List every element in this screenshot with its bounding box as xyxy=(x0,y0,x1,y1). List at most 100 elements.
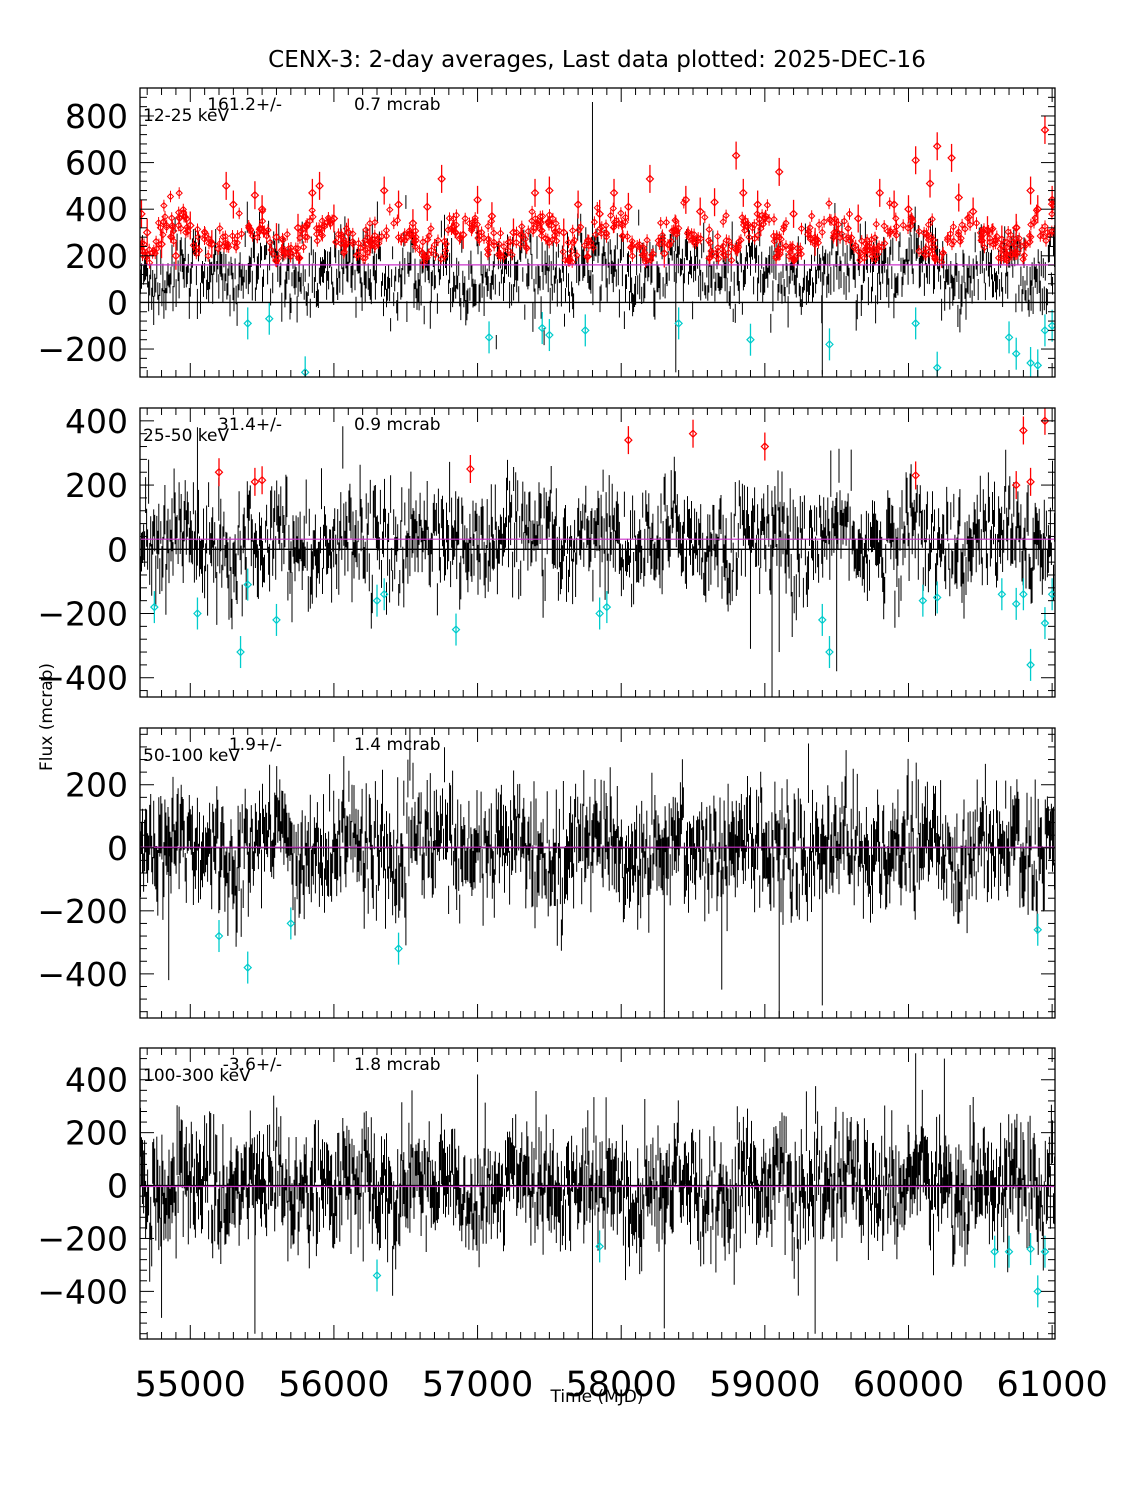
y-tick-label: 200 xyxy=(65,1114,128,1153)
high-point-26 xyxy=(509,218,518,247)
y-tick-label: 0 xyxy=(107,530,128,569)
high-point-7 xyxy=(760,432,770,461)
high-point-57 xyxy=(997,225,1007,254)
y-tick-label: 800 xyxy=(65,97,128,136)
low-point-1 xyxy=(243,307,253,340)
high-point-1 xyxy=(140,199,146,228)
low-point-13 xyxy=(918,584,928,617)
high-point-37 xyxy=(695,197,705,226)
high-point-6 xyxy=(688,419,698,448)
low-point-9 xyxy=(746,323,755,356)
low-point-1 xyxy=(150,591,159,624)
low-point-5 xyxy=(1026,1233,1035,1266)
mean-value: 31.4+/- xyxy=(218,415,282,435)
high-point-23 xyxy=(458,220,468,249)
low-point-4 xyxy=(1004,1235,1014,1268)
y-tick-label: 200 xyxy=(65,237,128,276)
high-point-36 xyxy=(681,185,691,214)
panel-frame xyxy=(139,87,1056,378)
y-tick-label: 600 xyxy=(65,144,128,183)
low-point-5 xyxy=(272,603,281,636)
high-point-40 xyxy=(738,178,748,207)
high-point-55 xyxy=(968,197,978,226)
high-point-42 xyxy=(774,157,784,186)
low-point-17 xyxy=(1019,578,1028,611)
low-point-15 xyxy=(1026,347,1035,377)
high-point-10 xyxy=(257,195,267,224)
x-tick-label: 61000 xyxy=(996,1365,1107,1405)
low-point-19 xyxy=(1040,607,1050,640)
high-point-48 xyxy=(889,190,899,219)
high-point-34 xyxy=(645,164,655,193)
low-point-1 xyxy=(214,920,224,953)
high-point-47 xyxy=(875,178,885,207)
low-point-8 xyxy=(674,307,684,340)
high-point-3 xyxy=(257,466,267,495)
high-point-8 xyxy=(229,190,238,219)
x-tick-label: 59000 xyxy=(709,1365,820,1405)
low-point-6 xyxy=(1033,1275,1043,1308)
low-point-8 xyxy=(451,613,461,646)
y-tick-label: −200 xyxy=(37,1219,128,1258)
high-point-13 xyxy=(308,178,317,207)
low-point-16 xyxy=(1011,587,1021,620)
high-point-2 xyxy=(142,218,152,247)
high-point-11 xyxy=(272,223,281,252)
y-tick-label: 200 xyxy=(65,766,128,805)
high-point-1 xyxy=(214,458,224,487)
high-point-44 xyxy=(810,227,820,256)
high-point-54 xyxy=(954,183,964,212)
high-point-5 xyxy=(624,426,633,455)
high-point-25 xyxy=(487,202,497,231)
figure-title: CENX-3: 2-day averages, Last data plotte… xyxy=(268,47,926,73)
low-point-13 xyxy=(1004,321,1014,354)
low-point-2 xyxy=(193,597,202,630)
mean-error: 1.4 mcrab xyxy=(354,735,441,755)
x-tick-label: 58000 xyxy=(566,1365,677,1405)
high-point-28 xyxy=(545,176,554,205)
low-point-2 xyxy=(595,1230,605,1263)
low-point-10 xyxy=(825,328,834,361)
high-point-7 xyxy=(221,171,231,200)
high-point-31 xyxy=(595,199,605,228)
high-point-12 xyxy=(293,213,303,242)
high-point-61 xyxy=(1040,115,1050,144)
y-tick-label: 400 xyxy=(65,402,128,441)
low-point-17 xyxy=(1040,314,1050,347)
high-point-16 xyxy=(343,218,353,247)
high-point-8 xyxy=(911,461,921,490)
high-point-17 xyxy=(365,227,375,256)
high-point-46 xyxy=(853,204,863,233)
mean-value: 1.9+/- xyxy=(229,735,282,755)
panel-2-data xyxy=(140,408,1055,697)
x-tick-label: 60000 xyxy=(853,1365,964,1405)
high-point-19 xyxy=(394,190,403,219)
y-tick-label: 400 xyxy=(65,1061,128,1100)
low-point-20 xyxy=(1047,578,1055,611)
y-tick-label: 0 xyxy=(107,829,128,868)
low-point-2 xyxy=(243,951,253,984)
low-point-4 xyxy=(243,568,253,601)
high-point-30 xyxy=(573,190,583,219)
high-point-27 xyxy=(530,178,540,207)
band-label: 100-300 keV xyxy=(143,1066,251,1086)
noise-error-bars xyxy=(140,426,1055,637)
noise-error-bars xyxy=(140,195,1055,350)
high-point-11 xyxy=(1026,467,1035,496)
low-point-3 xyxy=(286,907,296,940)
high-point-53 xyxy=(947,143,956,172)
panel-frame xyxy=(139,407,1056,698)
low-point-3 xyxy=(990,1235,1000,1268)
noise-error-bars xyxy=(140,1086,1055,1296)
y-tick-label: 0 xyxy=(107,283,128,322)
high-point-5 xyxy=(185,211,195,240)
low-point-11 xyxy=(911,307,921,340)
panel-4-data xyxy=(140,1053,1055,1334)
y-axis-label: Flux (mcrab) xyxy=(37,663,57,771)
low-point-12 xyxy=(825,636,834,669)
mean-value: 161.2+/- xyxy=(207,95,282,115)
high-point-15 xyxy=(329,204,339,233)
